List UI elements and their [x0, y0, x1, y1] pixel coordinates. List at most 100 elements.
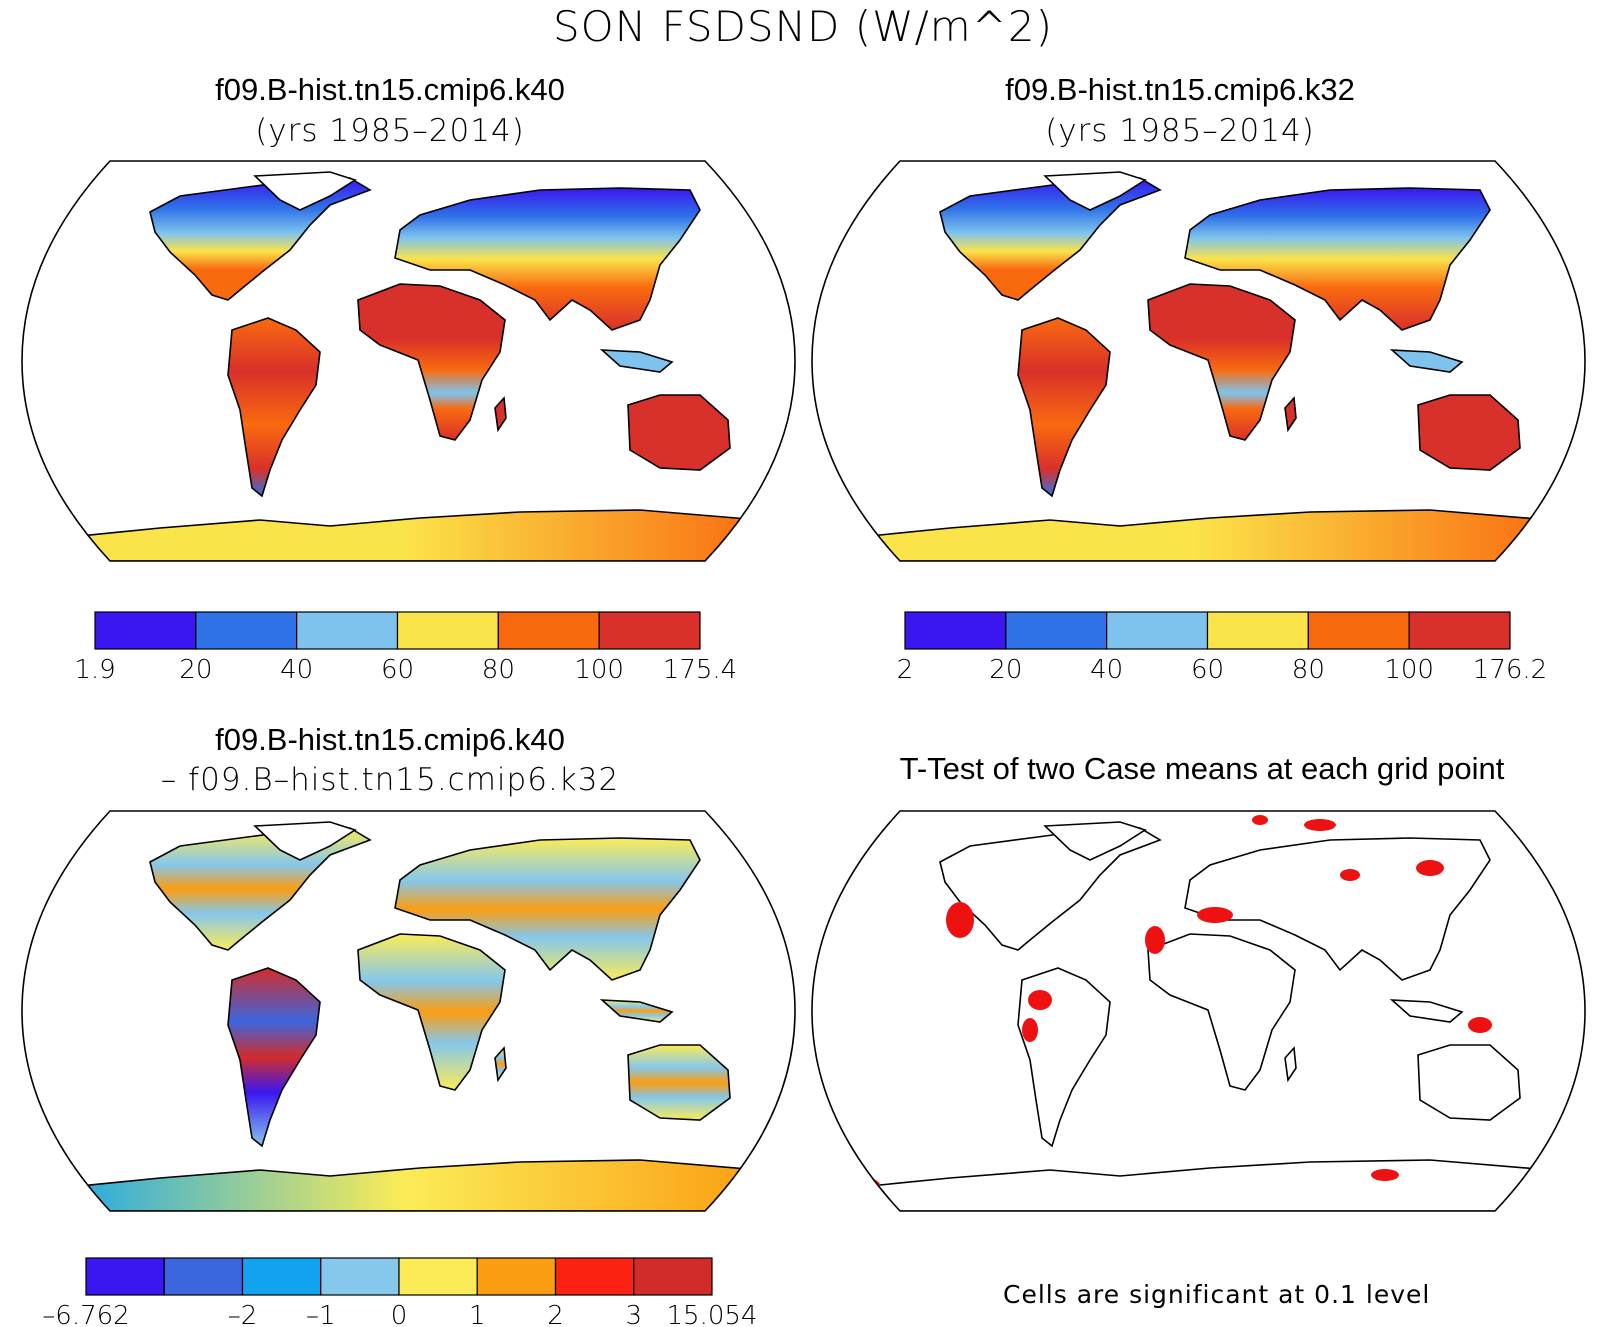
panel1-title: f09.B-hist.tn15.cmip6.k40	[215, 72, 565, 107]
colorbar-difference: –6.762 –2 –1 0 1 2 3 15.054	[42, 1257, 758, 1327]
land-indonesia	[599, 349, 674, 373]
colorbar-segment	[1307, 611, 1410, 650]
panel4-title: T-Test of two Case means at each grid po…	[899, 751, 1505, 786]
colorbar-label: 0	[391, 1301, 408, 1327]
land-eurasia	[394, 187, 701, 331]
colorbar-label: 60	[1191, 655, 1224, 685]
colorbar-label: 80	[1292, 655, 1325, 685]
colorbar-label: 20	[179, 655, 212, 685]
colorbar-segment	[1408, 611, 1511, 650]
colorbar-segment	[904, 611, 1007, 650]
significance-footnote: Cells are significant at 0.1 level	[1003, 1280, 1431, 1309]
land-madagascar	[494, 1046, 507, 1083]
colorbar-label: 1	[469, 1301, 486, 1327]
land-samerica	[227, 317, 321, 498]
significant-cell	[1252, 815, 1268, 825]
colorbar-label: 100	[574, 655, 624, 685]
significant-cell	[1340, 869, 1360, 881]
colorbar-case1: 1.9 20 40 60 80 100 175.4	[74, 611, 737, 685]
land-indonesia	[599, 999, 674, 1023]
colorbar-label: 2	[547, 1301, 564, 1327]
colorbar-segment	[241, 1257, 322, 1296]
map-case1	[21, 160, 796, 562]
land-australia	[1417, 394, 1521, 471]
colorbar-segment	[633, 1257, 713, 1296]
significant-cell	[1371, 1169, 1399, 1181]
colorbar-segment	[195, 611, 298, 650]
significant-cell	[1022, 1018, 1038, 1042]
land-australia	[1417, 1044, 1521, 1121]
colorbar-segment	[398, 1257, 478, 1296]
colorbar-segment	[1005, 611, 1108, 650]
colorbar-segment	[554, 1257, 635, 1296]
panel3-subtitle: – f09.B–hist.tn15.cmip6.k32	[160, 762, 620, 798]
land-greenland	[1043, 171, 1147, 211]
land-eurasia	[1184, 187, 1491, 331]
land-eurasia	[394, 837, 701, 981]
colorbar-segment	[296, 611, 399, 650]
colorbar-segment	[94, 611, 197, 650]
colorbar-label: –6.762	[42, 1301, 129, 1327]
land-eurasia	[1184, 837, 1491, 981]
significant-cell	[1304, 819, 1336, 831]
map-outline	[811, 810, 1586, 1212]
land-samerica	[1017, 967, 1111, 1148]
colorbar-label: –2	[228, 1301, 258, 1327]
panel2-subtitle: (yrs 1985–2014)	[1045, 113, 1315, 149]
significant-cell	[1028, 990, 1052, 1010]
land-greenland	[253, 821, 357, 861]
land-madagascar	[1284, 1046, 1297, 1083]
colorbar-label: 40	[280, 655, 313, 685]
land-africa	[357, 933, 506, 1091]
colorbar-label: 100	[1384, 655, 1434, 685]
colorbar-segment	[598, 611, 701, 650]
significant-cell	[946, 902, 974, 938]
colorbar-label: –1	[306, 1301, 336, 1327]
colorbar-label: 175.4	[663, 655, 737, 685]
land-africa	[1147, 283, 1296, 441]
significant-cell	[1197, 907, 1233, 923]
colorbar-segment	[396, 611, 499, 650]
colorbar-segment	[1206, 611, 1309, 650]
land-indonesia	[1389, 349, 1464, 373]
land-antarctica	[39, 509, 772, 561]
significant-cell	[1468, 1017, 1492, 1033]
figure-title: SON FSDSND (W/m^2)	[553, 2, 1053, 51]
colorbar-segment	[320, 1257, 400, 1296]
land-australia	[627, 1044, 731, 1121]
colorbar-label: 40	[1090, 655, 1123, 685]
colorbar-label: 176.2	[1473, 655, 1547, 685]
colorbar-segment	[85, 1257, 165, 1296]
land-africa	[357, 283, 506, 441]
significant-cell	[1416, 860, 1444, 876]
colorbar-segment	[1106, 611, 1209, 650]
land-australia	[627, 394, 731, 471]
colorbar-label: 80	[482, 655, 515, 685]
panel2-title: f09.B-hist.tn15.cmip6.k32	[1005, 72, 1355, 107]
land-samerica	[1017, 317, 1111, 498]
land-indonesia	[1389, 999, 1464, 1023]
colorbar-label: 20	[989, 655, 1022, 685]
significant-cell	[1145, 926, 1165, 954]
colorbar-label: 3	[625, 1301, 642, 1327]
colorbar-label: 60	[381, 655, 414, 685]
colorbar-label: 2	[897, 655, 914, 685]
colorbar-case2: 2 20 40 60 80 100 176.2	[897, 611, 1547, 685]
land-greenland	[253, 171, 357, 211]
colorbar-segment	[497, 611, 600, 650]
land-madagascar	[494, 396, 507, 433]
colorbar-segment	[476, 1257, 557, 1296]
land-antarctica	[829, 509, 1562, 561]
panel1-subtitle: (yrs 1985–2014)	[255, 113, 525, 149]
land-antarctica	[39, 1159, 772, 1211]
land-greenland	[1043, 821, 1147, 861]
map-outline	[21, 810, 796, 1212]
colorbar-segment	[163, 1257, 244, 1296]
panel3-title: f09.B-hist.tn15.cmip6.k40	[215, 722, 565, 757]
map-outline	[811, 160, 1586, 562]
land-madagascar	[1284, 396, 1297, 433]
colorbar-label: 15.054	[667, 1301, 758, 1327]
map-ttest	[811, 810, 1586, 1212]
map-outline	[21, 160, 796, 562]
